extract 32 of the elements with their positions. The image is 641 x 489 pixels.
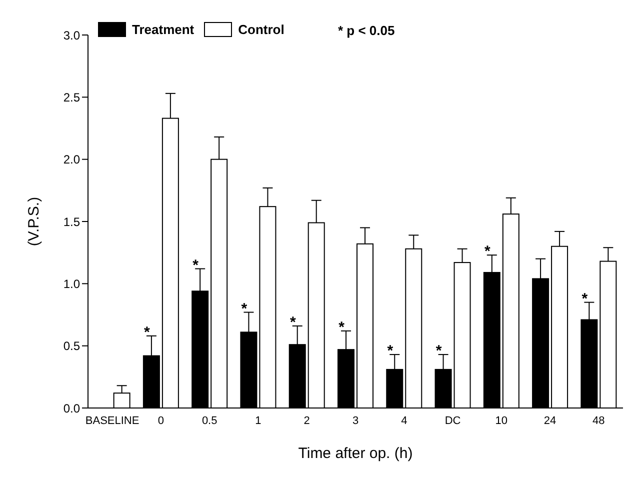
annotation: * [192, 256, 199, 274]
x-tick-label: BASELINE [85, 414, 140, 427]
y-tick-label: 0.5 [63, 339, 80, 354]
annotation: * [582, 290, 588, 308]
y-tick-label: 2.0 [63, 152, 80, 167]
y-tick-label: 1.5 [63, 214, 80, 229]
y-tick-label: 2.5 [63, 90, 80, 104]
y-tick-label: 3.0 [63, 28, 80, 42]
annotation: * [387, 342, 394, 360]
x-tick-label: 48 [592, 414, 605, 427]
x-tick-label: 0 [158, 414, 164, 427]
x-axis-title: Time after op. (h) [298, 445, 413, 462]
x-tick-label: 1 [255, 414, 262, 427]
annotation: * [241, 300, 248, 318]
x-tick-label: 3 [352, 414, 359, 427]
legend-label: Control [238, 22, 284, 37]
annotation: * [436, 342, 442, 360]
y-axis-title: (V.P.S.) [25, 196, 42, 246]
annotation: * [338, 318, 345, 336]
x-tick-label: 2 [304, 414, 310, 427]
x-tick-label: 0.5 [202, 414, 218, 427]
x-tick-label: 10 [495, 414, 508, 427]
x-tick-label: DC [444, 414, 461, 427]
legend-label: Treatment [132, 22, 194, 37]
annotation: * [484, 243, 490, 260]
x-tick-label: 24 [544, 414, 556, 427]
y-tick-label: 0.0 [63, 401, 80, 416]
y-tick-label: 1.0 [63, 276, 80, 291]
x-tick-label: 4 [401, 414, 408, 427]
annotation: * [290, 314, 296, 331]
annotation: * [144, 324, 150, 341]
annotation: * p < 0.05 [338, 23, 395, 38]
